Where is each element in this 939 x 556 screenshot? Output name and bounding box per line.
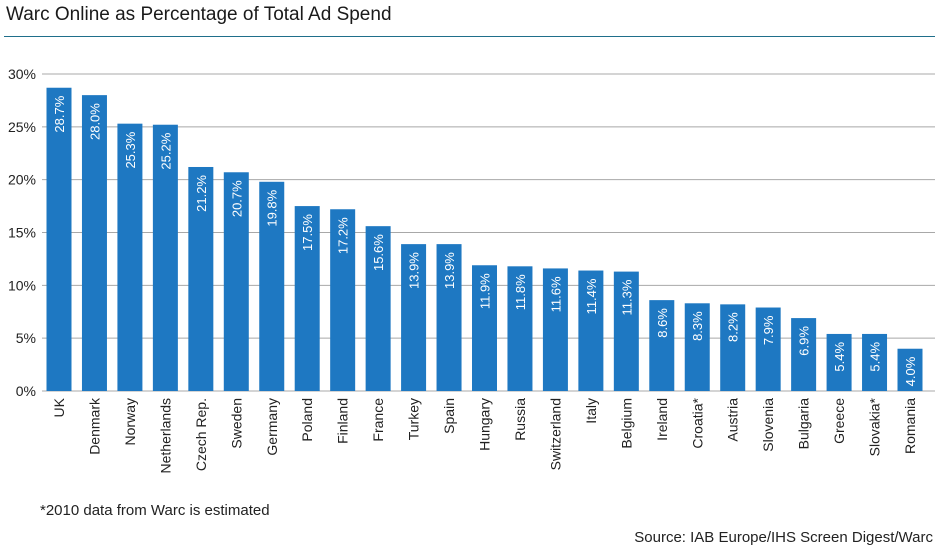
bar-value-label: 11.6%	[548, 276, 563, 312]
y-tick-label: 20%	[8, 172, 36, 188]
x-category-label: Italy	[583, 398, 599, 424]
bar-value-label: 25.2%	[158, 132, 173, 169]
x-category-label: Slovakia*	[867, 397, 883, 456]
x-category-label: Slovenia	[760, 398, 776, 452]
bar	[578, 270, 604, 391]
y-tick-label: 15%	[8, 225, 36, 241]
bar-value-label: 17.5%	[300, 214, 315, 251]
y-tick-label: 10%	[8, 277, 36, 293]
x-category-label: Finland	[335, 398, 351, 444]
bar	[791, 318, 817, 391]
bar-value-label: 5.4%	[832, 342, 847, 372]
x-category-label: Poland	[299, 398, 315, 442]
bar-value-label: 5.4%	[868, 342, 883, 372]
chart-title: Warc Online as Percentage of Total Ad Sp…	[6, 4, 392, 25]
bar	[862, 333, 888, 391]
x-category-label: Switzerland	[547, 398, 563, 470]
x-category-label: Czech Rep.	[193, 398, 209, 471]
y-tick-label: 0%	[16, 383, 36, 399]
y-tick-label: 5%	[16, 330, 36, 346]
bar-value-labels: 28.7% 28.0% 25.3% 25.2% 21.2% 20.7% 19.8% 17.5%…	[52, 95, 918, 386]
x-category-label: Denmark	[86, 397, 102, 455]
bar-value-label: 28.0%	[87, 103, 102, 140]
source-note: Source: IAB Europe/IHS Screen Digest/War…	[634, 529, 933, 546]
bar	[472, 265, 497, 391]
bar-value-label: 11.8%	[513, 274, 528, 310]
bar	[188, 166, 214, 391]
bar-chart: 0% 5% 10% 15% 20% 25% 30% 28.7% 28.0% 25.3% 25.2%…	[8, 66, 935, 474]
bar	[507, 266, 533, 391]
bar-value-label: 13.9%	[442, 252, 457, 289]
bar-value-label: 20.7%	[229, 180, 244, 217]
bar-value-label: 6.9%	[797, 326, 812, 356]
bar	[46, 87, 72, 391]
x-category-label: Austria	[725, 398, 741, 442]
y-axis-ticks: 0% 5% 10% 15% 20% 25% 30%	[8, 66, 36, 399]
bar	[542, 268, 568, 391]
x-category-label: France	[370, 398, 386, 442]
bar	[720, 304, 746, 391]
bar	[330, 209, 356, 391]
x-category-label: Hungary	[477, 398, 493, 451]
bar	[613, 271, 639, 391]
x-category-label: Sweden	[228, 398, 244, 449]
x-category-label: Russia	[512, 398, 528, 441]
bar	[755, 307, 781, 391]
bar-value-label: 11.9%	[478, 273, 493, 309]
bar-value-label: 17.2%	[336, 217, 351, 254]
bar	[436, 244, 462, 391]
footnote: *2010 data from Warc is estimated	[40, 502, 270, 519]
bar-value-label: 13.9%	[407, 252, 422, 289]
y-tick-label: 25%	[8, 119, 36, 135]
x-axis-labels: UK Denmark Norway Netherlands Czech Rep. Swed…	[51, 397, 918, 473]
bar-value-label: 11.4%	[584, 278, 599, 314]
bar	[223, 172, 249, 391]
bar-value-label: 15.6%	[371, 234, 386, 271]
bars	[46, 87, 923, 391]
x-category-label: Ireland	[654, 398, 670, 441]
bar	[684, 303, 710, 391]
bar	[365, 226, 391, 391]
x-category-label: UK	[51, 397, 67, 417]
x-category-label: Croatia*	[689, 397, 705, 448]
x-category-label: Spain	[441, 398, 457, 434]
bar-value-label: 8.3%	[690, 311, 705, 341]
bar	[897, 348, 923, 391]
y-tick-label: 30%	[8, 66, 36, 82]
bar	[259, 181, 285, 391]
title-divider	[4, 36, 935, 37]
bar-value-label: 28.7%	[52, 95, 67, 132]
x-category-label: Turkey	[406, 398, 422, 440]
bar	[826, 333, 852, 391]
bar	[117, 123, 143, 391]
bar-value-label: 4.0%	[903, 356, 918, 386]
bar-value-label: 19.8%	[265, 189, 280, 226]
bar-value-label: 8.2%	[726, 312, 741, 342]
bar-value-label: 8.6%	[655, 308, 670, 338]
x-category-label: Romania	[902, 398, 918, 454]
x-category-label: Netherlands	[157, 398, 173, 474]
bar	[81, 95, 107, 391]
x-category-label: Bulgaria	[796, 398, 812, 450]
bar	[152, 124, 178, 391]
x-category-label: Germany	[264, 398, 280, 456]
bar-value-label: 25.3%	[123, 131, 138, 168]
bar-value-label: 7.9%	[761, 315, 776, 345]
x-category-label: Norway	[122, 398, 138, 445]
bar-value-label: 11.3%	[619, 279, 634, 315]
bar	[649, 300, 675, 391]
bar-value-label: 21.2%	[194, 175, 209, 212]
bar	[401, 244, 427, 391]
bar	[294, 206, 320, 391]
x-category-label: Greece	[831, 398, 847, 444]
x-category-label: Belgium	[618, 398, 634, 449]
